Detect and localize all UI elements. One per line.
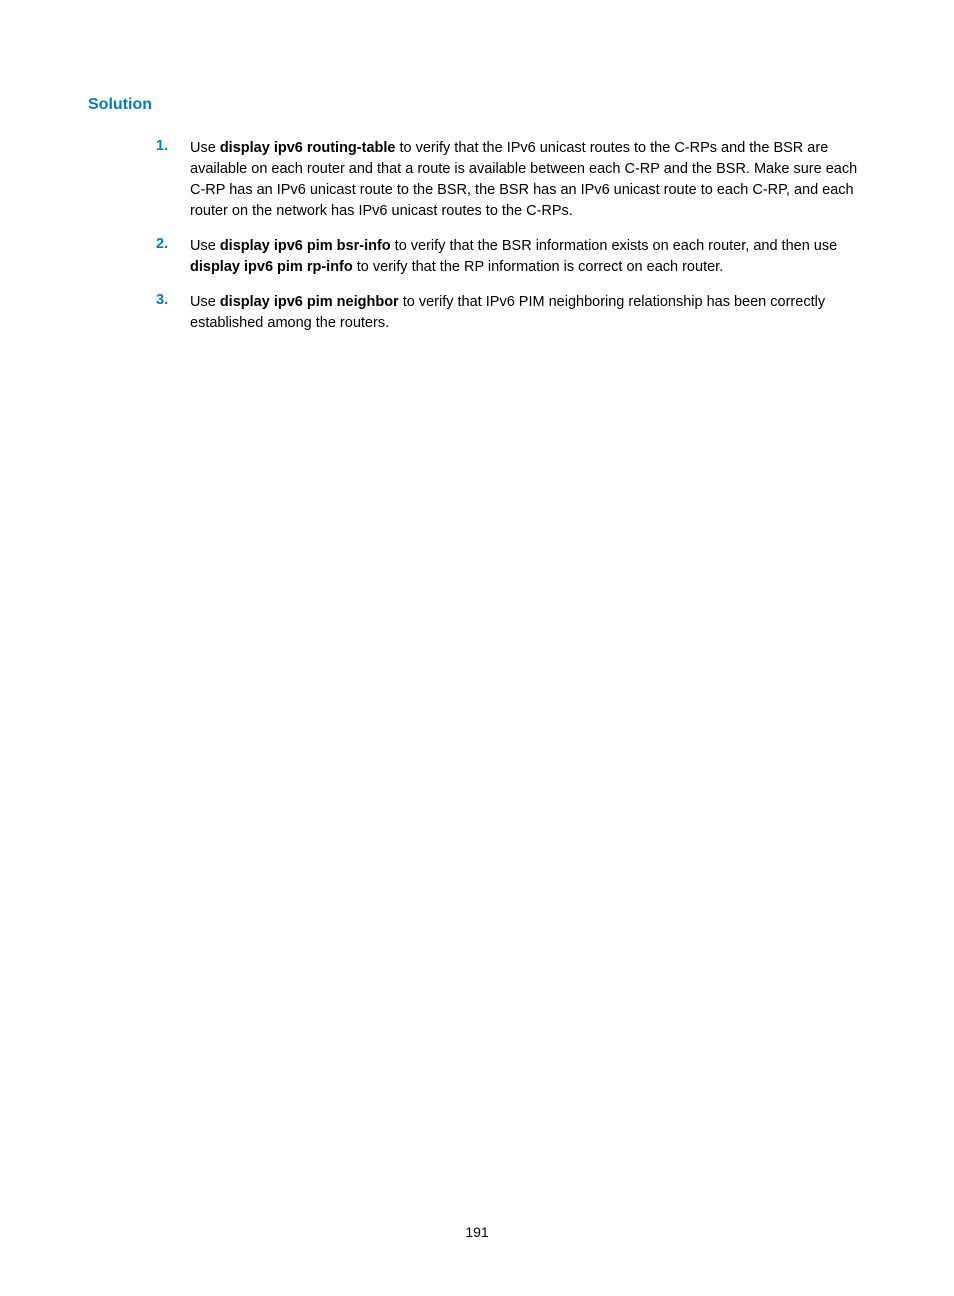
list-item: 3. Use display ipv6 pim neighbor to veri… — [156, 292, 866, 334]
list-content: Use display ipv6 pim neighbor to verify … — [190, 292, 866, 334]
section-heading: Solution — [88, 96, 866, 114]
page-container: Solution 1. Use display ipv6 routing-tab… — [0, 0, 954, 334]
list-number: 1. — [156, 138, 190, 222]
list-content: Use display ipv6 routing-table to verify… — [190, 138, 866, 222]
list-item: 2. Use display ipv6 pim bsr-info to veri… — [156, 236, 866, 278]
list-number: 2. — [156, 236, 190, 278]
list-content: Use display ipv6 pim bsr-info to verify … — [190, 236, 866, 278]
list-number: 3. — [156, 292, 190, 334]
page-number: 191 — [0, 1224, 954, 1240]
list-item: 1. Use display ipv6 routing-table to ver… — [156, 138, 866, 222]
solution-list: 1. Use display ipv6 routing-table to ver… — [156, 138, 866, 334]
